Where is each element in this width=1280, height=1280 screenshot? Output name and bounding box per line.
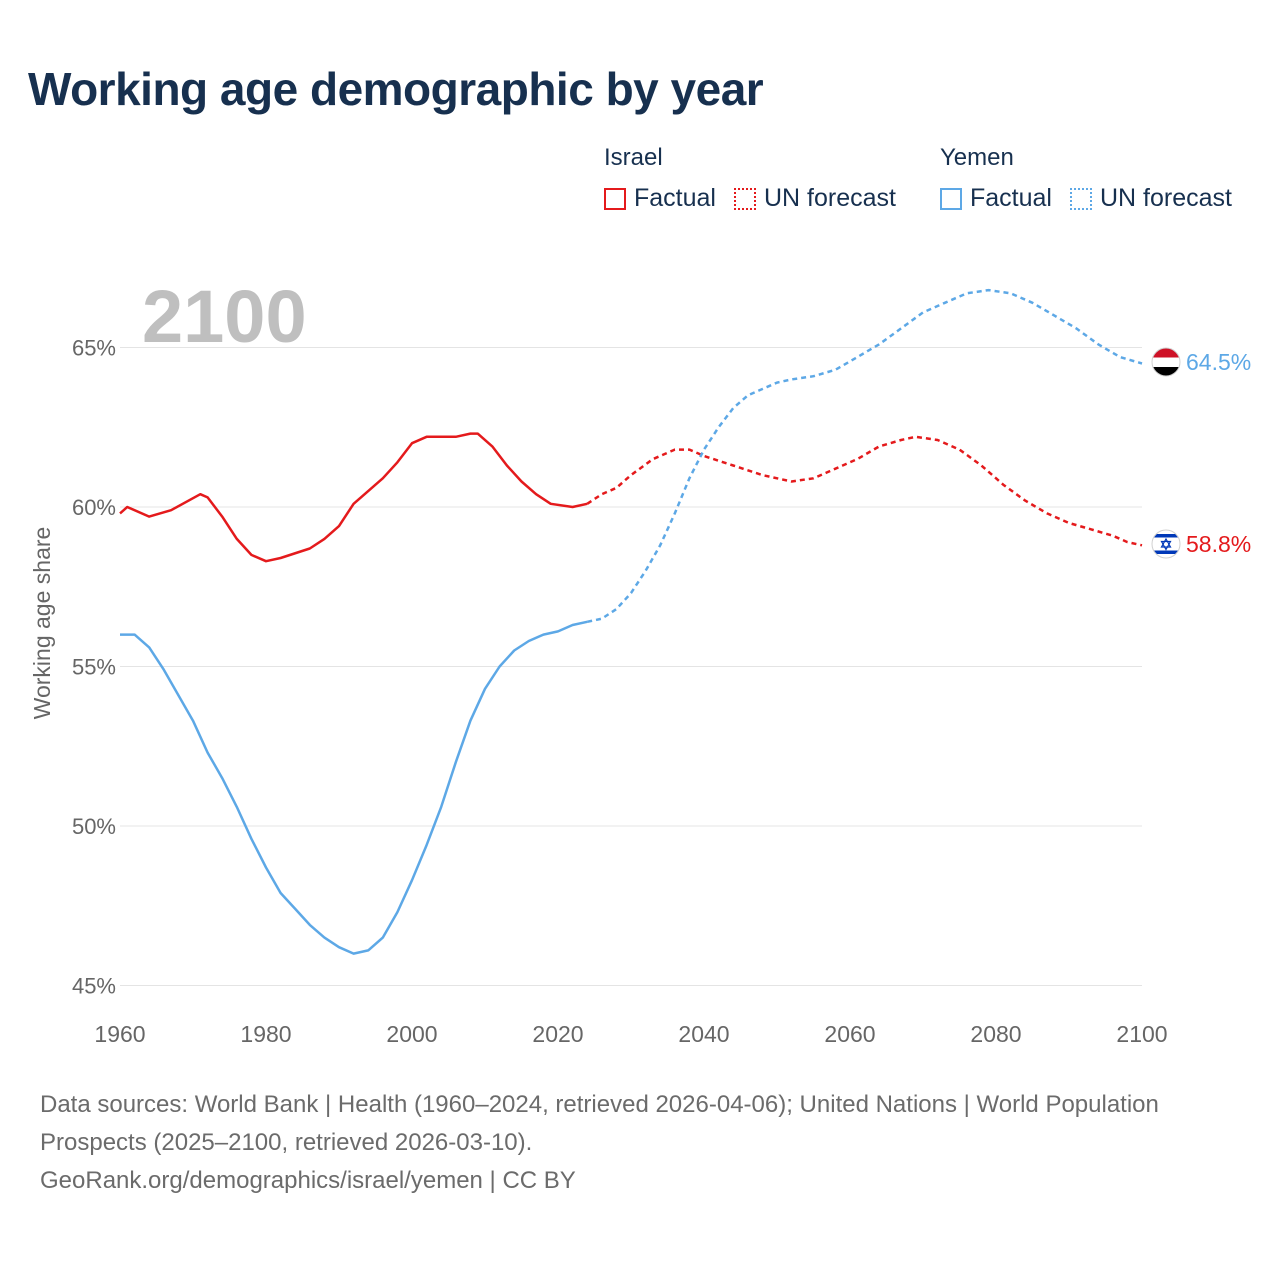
israel-end-value-label: 58.8% xyxy=(1186,531,1251,557)
x-tick-label: 1980 xyxy=(240,1021,291,1047)
legend-israel-factual[interactable]: Factual xyxy=(604,184,716,213)
year-watermark: 2100 xyxy=(142,275,307,358)
y-tick-label: 60% xyxy=(72,495,116,520)
x-tick-label: 2060 xyxy=(824,1021,875,1047)
y-axis-label: Working age share xyxy=(29,527,55,720)
legend-yemen-forecast-swatch xyxy=(1069,187,1092,210)
legend-israel-name: Israel xyxy=(604,144,663,171)
yemen-forecast-line xyxy=(586,288,1143,624)
legend-israel-forecast-label: UN forecast xyxy=(763,184,896,212)
flag-stripe-white xyxy=(1152,357,1180,367)
legend-israel-factual-swatch xyxy=(604,187,626,210)
yemen-flag-ring xyxy=(1151,347,1181,377)
legend-israel: Israel Factual UN forecast xyxy=(604,144,914,213)
x-tick-label: 2100 xyxy=(1116,1021,1167,1047)
star-triangle-down xyxy=(1160,540,1172,551)
flag-stripe-red xyxy=(1152,348,1180,358)
israel-flag-ring xyxy=(1151,529,1181,559)
israel-forecast-line xyxy=(586,435,1143,547)
y-tick-label: 65% xyxy=(72,336,116,361)
yemen-end-value-label: 64.5% xyxy=(1186,349,1251,375)
y-tick-label: 55% xyxy=(72,655,116,680)
legend-yemen-factual-label: Factual xyxy=(970,184,1052,212)
x-tick-label: 2040 xyxy=(678,1021,729,1047)
legend-israel-forecast-swatch xyxy=(733,187,756,210)
legend-yemen: Yemen Factual UN forecast xyxy=(940,144,1250,213)
source-line-1: Data sources: World Bank | Health (1960–… xyxy=(40,1091,1159,1156)
legend-yemen-name: Yemen xyxy=(940,144,1014,171)
israel-flag-body xyxy=(1152,530,1180,558)
y-tick-label: 45% xyxy=(72,974,116,999)
source-note: Data sources: World Bank | Health (1960–… xyxy=(40,1086,1220,1200)
legend-yemen-forecast-label: UN forecast xyxy=(1099,184,1232,212)
chart-title: Working age demographic by year xyxy=(28,63,764,115)
star-triangle-up xyxy=(1160,537,1172,548)
x-tick-label: 2020 xyxy=(532,1021,583,1047)
flag-stripe-bottom xyxy=(1152,550,1180,554)
legend-yemen-forecast[interactable]: UN forecast xyxy=(1069,184,1232,213)
israel-factual-line xyxy=(119,432,588,563)
yemen-flag-body xyxy=(1152,348,1180,376)
legend-yemen-factual[interactable]: Factual xyxy=(940,184,1052,213)
source-line-2[interactable]: GeoRank.org/demographics/israel/yemen | … xyxy=(40,1167,576,1194)
legend-israel-factual-label: Factual xyxy=(634,184,716,212)
x-tick-label: 1960 xyxy=(94,1021,145,1047)
legend-yemen-factual-swatch xyxy=(940,187,962,210)
legend-israel-forecast[interactable]: UN forecast xyxy=(733,184,896,213)
x-tick-label: 2000 xyxy=(386,1021,437,1047)
y-tick-label: 50% xyxy=(72,814,116,839)
flag-stripe-top xyxy=(1152,534,1180,538)
flag-stripe-black xyxy=(1152,367,1180,376)
x-tick-label: 2080 xyxy=(970,1021,1021,1047)
line-chart: 2100 45% 50% 55% 60% 65% 1960 1980 2000 2020 2040 2… xyxy=(29,275,1251,1047)
yemen-factual-line xyxy=(120,620,588,955)
israel-flag-icon xyxy=(1151,529,1181,559)
yemen-flag-icon xyxy=(1151,347,1181,377)
